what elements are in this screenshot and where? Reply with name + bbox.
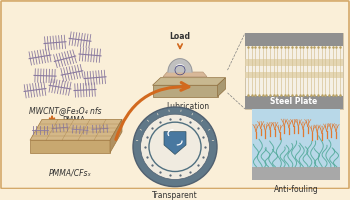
Bar xyxy=(245,33,343,46)
Circle shape xyxy=(133,107,217,187)
Polygon shape xyxy=(163,72,207,77)
Polygon shape xyxy=(168,59,192,72)
Bar xyxy=(245,96,343,109)
Polygon shape xyxy=(164,132,186,154)
Bar xyxy=(245,72,343,78)
Polygon shape xyxy=(153,85,217,97)
Bar xyxy=(252,109,340,167)
Text: Lubrication: Lubrication xyxy=(167,102,210,111)
Text: PMMA: PMMA xyxy=(62,116,85,125)
FancyArrowPatch shape xyxy=(116,83,189,139)
Circle shape xyxy=(141,114,209,179)
Text: Transparent: Transparent xyxy=(152,191,198,200)
FancyBboxPatch shape xyxy=(1,1,349,189)
Text: Anti-fouling: Anti-fouling xyxy=(274,185,318,194)
Polygon shape xyxy=(30,119,122,140)
Polygon shape xyxy=(110,119,122,153)
Polygon shape xyxy=(153,78,225,85)
Text: PMMA/CFsₓ: PMMA/CFsₓ xyxy=(281,171,311,176)
Text: PMMA/CFsₓ: PMMA/CFsₓ xyxy=(49,169,91,178)
Text: Steel Plate: Steel Plate xyxy=(270,97,318,106)
Bar xyxy=(245,33,343,109)
Text: Load: Load xyxy=(169,32,190,41)
Polygon shape xyxy=(217,78,225,97)
Bar xyxy=(245,59,343,66)
Bar xyxy=(252,167,340,180)
Text: MWCNT@Fe₃O₄ nfs: MWCNT@Fe₃O₄ nfs xyxy=(29,106,101,115)
Polygon shape xyxy=(30,140,110,153)
